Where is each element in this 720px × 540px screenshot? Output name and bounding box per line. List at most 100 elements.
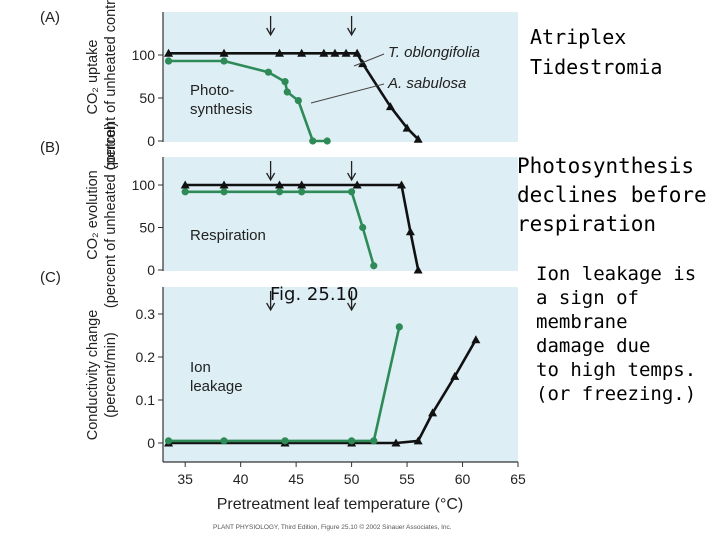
inner-label: Respiration	[190, 227, 266, 244]
data-point	[180, 180, 190, 189]
data-point	[220, 57, 228, 65]
panel-letter: (A)	[40, 9, 60, 26]
species-names-note: Atriplex Tidestromia	[530, 25, 663, 79]
data-point	[264, 68, 272, 76]
series-line	[168, 326, 401, 443]
figure-label: Fig. 25.10	[270, 284, 359, 305]
y-tick-label: 0.3	[136, 306, 156, 322]
panel-background	[163, 12, 518, 142]
x-tick-label: 65	[510, 471, 526, 487]
legend-label-t-oblongifolia: T. oblongifolia	[388, 44, 480, 61]
data-point	[274, 180, 284, 189]
data-point	[219, 180, 229, 189]
data-point	[164, 437, 173, 445]
data-point	[294, 96, 302, 105]
y-tick-label: 50	[139, 90, 155, 106]
panel-background	[163, 157, 518, 271]
data-point	[281, 437, 289, 445]
x-tick-label: 45	[288, 471, 304, 487]
y-tick-label: 100	[132, 177, 156, 193]
data-point	[281, 78, 289, 86]
data-point	[220, 437, 228, 445]
data-point	[323, 137, 331, 145]
data-point	[283, 88, 291, 96]
data-point	[413, 436, 423, 445]
panel-1: (A) 0 50 100 CO₂ uptake (percent of unheated …	[40, 0, 518, 170]
data-point	[359, 223, 367, 232]
data-point	[395, 323, 403, 331]
data-point	[405, 227, 415, 236]
y-axis-label-line: CO₂ evolution	[85, 170, 101, 259]
y-tick-label: 0	[147, 435, 155, 451]
data-point	[309, 137, 317, 145]
data-point	[275, 188, 284, 196]
data-point	[358, 59, 368, 68]
panel-letter: (B)	[40, 139, 60, 156]
series-line	[168, 339, 477, 445]
data-point	[397, 180, 407, 189]
data-point	[352, 180, 362, 189]
data-point	[319, 48, 329, 57]
legend-leader	[310, 83, 385, 104]
data-point	[370, 262, 378, 270]
panel-2: (B) 0 50 100 CO₂ evolution (percent of unheat…	[40, 122, 518, 308]
data-point	[385, 102, 395, 111]
legend-label-a-sabulosa: A. sabulosa	[387, 75, 466, 92]
data-point	[347, 437, 356, 445]
inner-label: Ion	[190, 359, 211, 376]
data-point	[428, 408, 438, 417]
data-point	[391, 438, 401, 447]
inner-label: leakage	[190, 378, 243, 395]
arrow-head	[266, 27, 276, 37]
series-line	[168, 51, 420, 141]
y-axis-label-line: (percent of unheated control)	[103, 0, 119, 170]
arrow-head	[347, 302, 357, 312]
data-point	[370, 437, 378, 445]
arrow-head	[347, 172, 357, 182]
series-line	[168, 59, 328, 143]
data-point	[164, 57, 173, 65]
y-tick-label: 0.1	[136, 392, 156, 408]
ion-leakage-note: Ion leakage is a sign of membrane damage…	[536, 263, 697, 405]
x-tick-label: 50	[344, 471, 360, 487]
data-point	[220, 188, 228, 196]
y-axis-label: Conductivity change (percent/min)	[85, 310, 119, 441]
x-axis-label: Pretreatment leaf temperature (°C)	[217, 496, 464, 513]
panel-background	[163, 287, 518, 462]
data-point	[297, 180, 307, 189]
data-point	[298, 188, 306, 196]
inner-label: synthesis	[190, 101, 253, 118]
y-axis-label-line: CO₂ uptake	[85, 40, 101, 115]
data-point	[352, 48, 362, 57]
x-tick-label: 35	[177, 471, 193, 487]
data-point	[471, 335, 481, 344]
data-point	[274, 48, 284, 57]
data-point	[402, 123, 412, 132]
arrow-head	[266, 172, 276, 182]
legend-leader	[353, 53, 385, 67]
x-tick-label: 40	[233, 471, 249, 487]
y-tick-label: 0	[147, 262, 155, 278]
arrow-head	[266, 302, 276, 312]
data-point	[297, 48, 307, 57]
x-tick-label: 60	[455, 471, 471, 487]
arrow-head	[347, 27, 357, 37]
y-axis-label-line: (percent/min)	[103, 332, 119, 417]
y-axis-label-line: Conductivity change	[85, 310, 101, 441]
data-point	[413, 265, 423, 274]
photosynthesis-respiration-note: Photosynthesis declines before respirati…	[517, 154, 707, 236]
data-point	[219, 48, 229, 57]
figure-credit: PLANT PHYSIOLOGY, Third Edition, Figure …	[213, 523, 452, 531]
data-point	[330, 48, 340, 57]
x-tick-label: 55	[399, 471, 415, 487]
y-tick-label: 100	[132, 47, 156, 63]
data-point	[347, 188, 356, 196]
y-axis-label-line: (percent of unheated control)	[103, 122, 119, 308]
data-point	[164, 48, 174, 57]
panel-3: (C) 0 0.1 0.2 0.3 Conductivity change (percent…	[40, 269, 526, 513]
y-axis-label: CO₂ uptake (percent of unheated control)	[85, 0, 119, 170]
data-point	[341, 48, 351, 57]
data-point	[450, 371, 460, 380]
y-tick-label: 0	[147, 133, 155, 149]
